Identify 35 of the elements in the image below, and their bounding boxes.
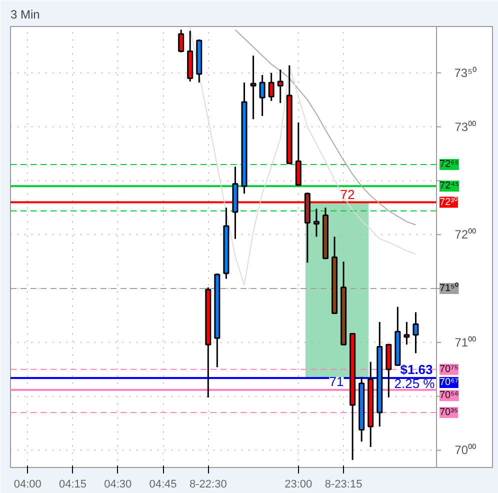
candlestick [277,68,284,104]
x-tick-label: 8-22:30 [190,478,227,490]
ref-line-label: 72⁴⁵ [440,180,460,192]
y-tick-label: 71⁰⁰ [454,335,476,350]
x-tick-label: 23:00 [284,478,312,490]
annotation: 72 [340,187,355,202]
y-tick-label: 73⁵⁰ [454,66,477,80]
candlestick [313,208,320,238]
annotation: 2.25 % [394,376,436,391]
x-tick-label: 04:30 [104,478,132,490]
candlestick [250,54,256,120]
ref-line-label: 70⁵⁶ [440,390,459,402]
candlestick [178,28,184,54]
chart-title: 3 Min [10,8,40,22]
candlestick [404,321,410,346]
ref-line-label: 72⁶⁵ [440,159,459,170]
y-tick-label: 72⁰⁰ [454,228,476,242]
candlestick [268,72,274,102]
annotation: $1.63 [400,362,433,377]
annotation: 71 [329,374,344,389]
ref-line-label: 71⁵⁰ [440,282,459,294]
candlestick [259,74,266,117]
ref-line-label: 70⁶⁷ [440,376,459,388]
x-tick-label: 8-23:15 [324,478,362,490]
candlestick [412,311,419,354]
x-tick-label: 04:45 [149,478,177,490]
line-series [190,27,416,286]
y-tick-label: 70⁰⁰ [454,443,476,458]
ref-line-label: 72³⁰ [440,196,458,208]
y-tick-label: 73⁰⁰ [454,120,476,134]
ref-line-label: 70⁷⁵ [440,364,458,375]
x-tick-label: 04:00 [14,478,42,490]
x-tick-label: 04:15 [59,478,87,490]
candlestick [295,122,302,186]
ref-line-label: 70³⁵ [440,407,458,418]
